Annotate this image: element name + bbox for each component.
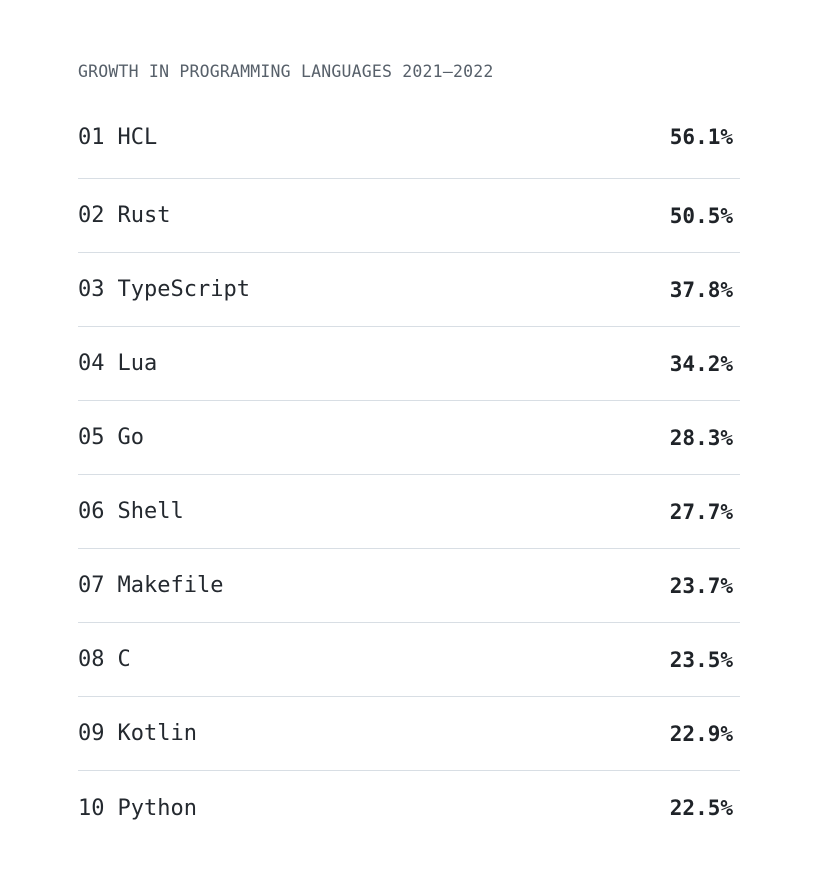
rank-number: 04 <box>78 351 105 376</box>
growth-value: 37.8% <box>669 277 733 302</box>
language-label: 07 Makefile <box>78 573 223 598</box>
language-label: 04 Lua <box>78 351 157 376</box>
language-name: Rust <box>117 203 171 228</box>
language-label: 09 Kotlin <box>78 721 197 746</box>
rank-number: 05 <box>78 425 105 450</box>
growth-value: 23.5% <box>669 647 733 672</box>
growth-value: 56.1% <box>669 125 733 149</box>
rank-number: 08 <box>78 647 105 672</box>
ranking-panel: GROWTH IN PROGRAMMING LANGUAGES 2021–202… <box>78 61 740 845</box>
language-name: C <box>117 647 131 672</box>
list-item: 10 Python 22.5% <box>78 771 740 845</box>
language-name: Go <box>117 425 145 450</box>
language-name: HCL <box>117 125 158 150</box>
language-name: Shell <box>117 499 184 524</box>
list-item: 03 TypeScript 37.8% <box>78 253 740 327</box>
language-label: 06 Shell <box>78 499 184 524</box>
rank-number: 03 <box>78 277 105 302</box>
rank-number: 02 <box>78 203 105 228</box>
language-name: Kotlin <box>117 721 197 746</box>
rank-number: 01 <box>78 125 105 150</box>
rank-number: 06 <box>78 499 105 524</box>
list-item: 09 Kotlin 22.9% <box>78 697 740 771</box>
growth-value: 22.5% <box>669 796 733 820</box>
language-name: TypeScript <box>117 277 250 302</box>
language-label: 05 Go <box>78 425 144 450</box>
language-label: 08 C <box>78 647 131 672</box>
list-item: 06 Shell 27.7% <box>78 475 740 549</box>
language-name: Python <box>117 795 197 821</box>
rank-number: 10 <box>78 795 105 821</box>
rank-number: 09 <box>78 721 105 746</box>
ranking-list: 01 HCL 56.1% 02 Rust 50.5% 03 TypeScript 37.8% 04… <box>78 119 740 845</box>
list-item: 08 C 23.5% <box>78 623 740 697</box>
growth-value: 22.9% <box>669 721 733 746</box>
language-name: Makefile <box>117 573 224 598</box>
list-item: 02 Rust 50.5% <box>78 179 740 253</box>
page-title: GROWTH IN PROGRAMMING LANGUAGES 2021–202… <box>78 62 494 81</box>
list-item: 07 Makefile 23.7% <box>78 549 740 623</box>
language-label: 02 Rust <box>78 203 170 228</box>
list-item: 01 HCL 56.1% <box>78 119 740 179</box>
list-item: 04 Lua 34.2% <box>78 327 740 401</box>
language-label: 10 Python <box>78 796 197 821</box>
growth-value: 50.5% <box>669 203 733 228</box>
growth-value: 28.3% <box>669 425 733 450</box>
growth-value: 34.2% <box>669 351 733 376</box>
language-label: 03 TypeScript <box>78 277 250 302</box>
growth-value: 27.7% <box>669 499 733 524</box>
language-name: Lua <box>117 351 158 376</box>
growth-value: 23.7% <box>669 573 733 598</box>
rank-number: 07 <box>78 573 105 598</box>
list-item: 05 Go 28.3% <box>78 401 740 475</box>
language-label: 01 HCL <box>78 125 157 150</box>
